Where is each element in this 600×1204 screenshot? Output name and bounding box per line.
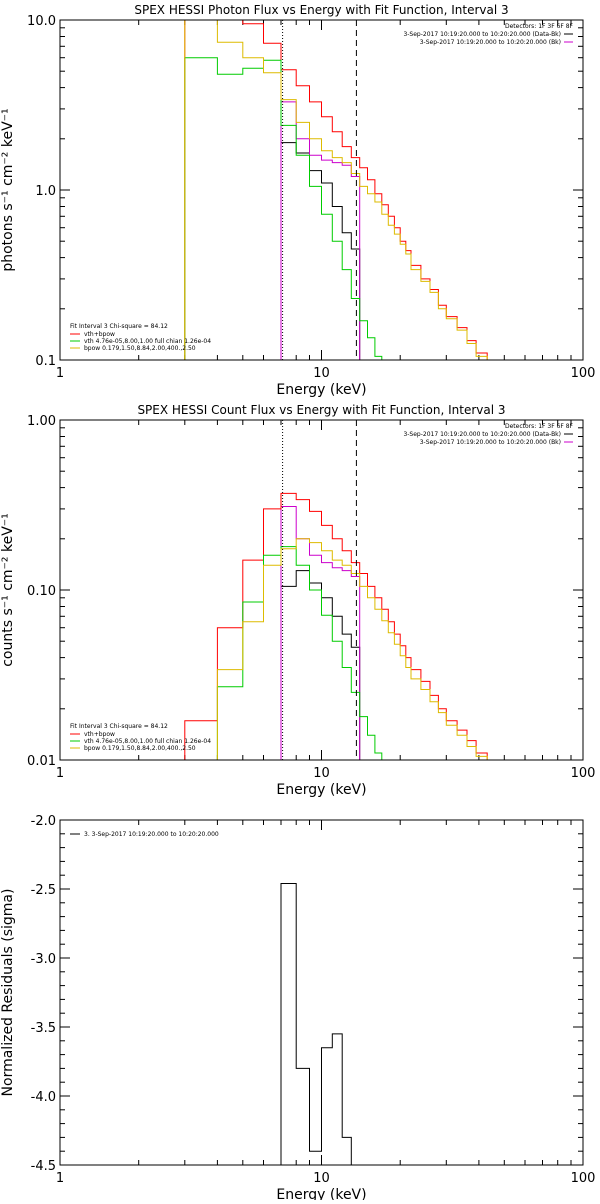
x-tick-label: 10 [313,366,330,381]
plot-area [280,883,360,1165]
y-axis-label: Normalized Residuals (sigma) [0,889,16,1097]
y-tick-label: 1.00 [27,414,56,429]
x-tick-label: 100 [571,766,596,781]
y-tick-label: 10.0 [27,14,56,29]
chart-panel-1: SPEX HESSI Photon Flux vs Energy with Fi… [0,3,595,398]
legend-entry-label: vth+bpow [84,331,115,338]
legend-entry-label: vth 4.76e-05,8.00,1.00 full chian 1.26e-… [84,738,211,745]
plot-frame [59,19,584,361]
legend-header: Fit Interval 3 Chi-square = 84.12 [70,323,168,330]
series-total-line [184,492,529,760]
plot-area [184,20,529,360]
x-axis-ticks [59,820,572,1165]
y-tick-label: 0.1 [35,354,56,369]
x-axis-label: Energy (keV) [276,382,366,398]
x-tick-label: 1 [56,1171,64,1186]
y-tick-label: -2.0 [31,814,56,829]
series-residuals-line [280,883,360,1165]
legend-entry-label: vth+bpow [84,731,115,738]
chart-panel-3: 1 10 100 -2.0 -2.5 -3.0 -3.5 -4.0 -4.5 Energy (ke… [0,814,596,1203]
chart-title: SPEX HESSI Count Flux vs Energy with Fit… [137,403,505,417]
legend-entry-label: bpow 0.179,1.50,8.84,2.00,400.,2.50 [84,345,196,352]
series-background-line [280,101,361,360]
legend-left: Fit Interval 3 Chi-square = 84.12vth+bpo… [70,323,211,352]
plot-frame [59,819,584,1166]
y-tick-label: -3.0 [31,952,56,967]
plot-frame [59,419,584,761]
y-tick-label: -4.0 [31,1090,56,1105]
legend-entry-label: 3-Sep-2017 10:19:20.000 to 10:20:20.000 … [420,439,561,446]
x-tick-label: 10 [313,766,330,781]
series-total-line [184,20,529,360]
plot-area [184,420,529,760]
legend-left: 3. 3-Sep-2017 10:19:20.000 to 10:20:20.0… [70,831,219,838]
series-data-line [280,570,361,760]
legend-header: Detectors: 1F 3F 6F 8F [505,423,574,430]
series-data-line [280,142,361,360]
x-axis-label: Energy (keV) [276,1187,366,1200]
x-axis-label: Energy (keV) [276,782,366,798]
legend-entry-label: 3-Sep-2017 10:19:20.000 to 10:20:20.000 … [420,39,561,46]
x-tick-label: 1 [56,766,64,781]
y-tick-label: -4.5 [31,1159,56,1174]
legend-left: Fit Interval 3 Chi-square = 84.12vth+bpo… [70,723,211,752]
series-bpow-line [184,538,529,760]
x-tick-label: 10 [313,1171,330,1186]
x-axis-ticks [59,20,572,360]
chart-title: SPEX HESSI Photon Flux vs Energy with Fi… [134,3,508,17]
x-tick-label: 100 [571,1171,596,1186]
legend-header: Detectors: 1F 3F 6F 8F [505,23,574,30]
y-tick-label: -2.5 [31,883,56,898]
series-vth-line [184,57,529,360]
chart-panel-2: SPEX HESSI Count Flux vs Energy with Fit… [0,403,595,798]
legend-right: Detectors: 1F 3F 6F 8F3-Sep-2017 10:19:2… [403,423,573,446]
series-background-line [280,506,361,760]
y-tick-label: 0.01 [27,754,56,769]
y-axis-label: photons s⁻¹ cm⁻² keV⁻¹ [0,108,16,271]
y-tick-label: 1.0 [35,184,56,199]
y-tick-label: -3.5 [31,1021,56,1036]
legend-entry-label: 3-Sep-2017 10:19:20.000 to 10:20:20.000 … [403,431,561,438]
y-tick-label: 0.10 [27,584,56,599]
x-tick-label: 100 [571,366,596,381]
legend-entry-label: vth 4.76e-05,8.00,1.00 full chian 1.26e-… [84,338,211,345]
legend-header: Fit Interval 3 Chi-square = 84.12 [70,723,168,730]
legend-right: Detectors: 1F 3F 6F 8F3-Sep-2017 10:19:2… [403,23,573,46]
x-tick-label: 1 [56,366,64,381]
legend-entry-label: bpow 0.179,1.50,8.84,2.00,400.,2.50 [84,745,196,752]
series-bpow-line [184,20,529,360]
legend-entry-label: 3. 3-Sep-2017 10:19:20.000 to 10:20:20.0… [84,831,219,838]
y-axis-label: counts s⁻¹ cm⁻² keV⁻¹ [0,513,16,667]
legend-entry-label: 3-Sep-2017 10:19:20.000 to 10:20:20.000 … [403,31,561,38]
